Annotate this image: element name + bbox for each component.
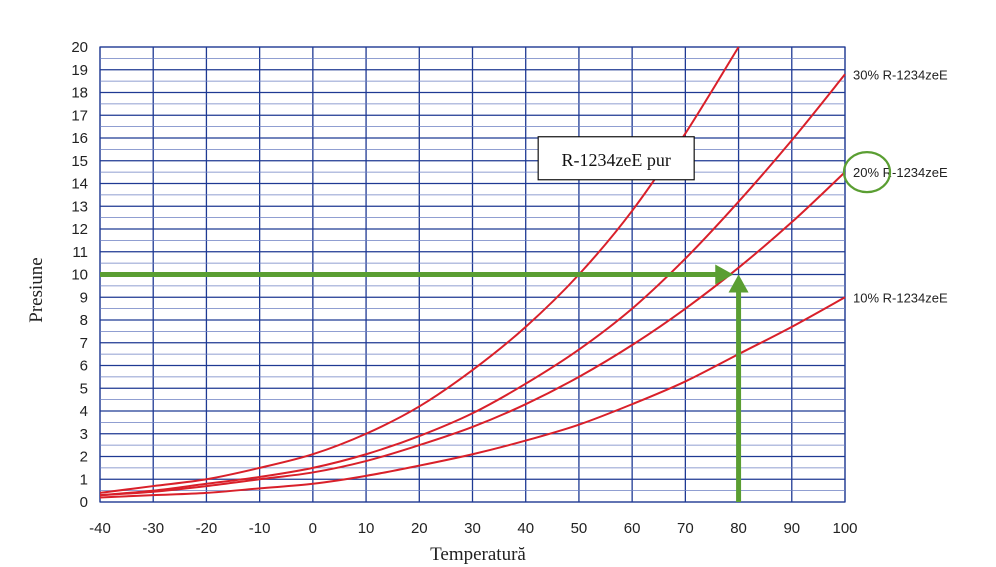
y-tick-label: 11 [72,244,88,261]
y-tick-label: 19 [71,62,88,79]
x-tick-label: -40 [89,520,111,537]
highlight-circle [842,151,892,194]
y-tick-label: 12 [71,221,88,238]
series-line [99,73,846,497]
y-tick-label: 18 [71,85,88,102]
y-tick-label: 16 [71,130,88,147]
x-tick-label: -30 [142,520,164,537]
series-label: 20% R-1234zeE [853,165,948,180]
series-labels: 30% R-1234zeE 20% R-1234zeE 10% R-1234zeE [853,67,948,305]
annotation-frame [537,136,695,181]
y-tick-label: 1 [80,471,88,488]
series-line [99,171,846,497]
y-tick-label: 7 [80,335,88,352]
y-tick-label: 17 [71,107,88,124]
x-tick-label: 40 [517,520,534,537]
x-tick-label: 30 [464,520,481,537]
x-tick-label: 70 [677,520,694,537]
x-tick-label: -10 [249,520,271,537]
y-tick-label: 4 [80,403,88,420]
y-tick-label: 5 [80,380,88,397]
highlight-overlay [100,151,892,502]
series-line [99,296,846,499]
y-tick-label: 8 [80,312,88,329]
x-tick-label: 0 [309,520,317,537]
x-tick-label: 20 [411,520,428,537]
annotation-text: R-1234zeE pur [561,150,670,170]
x-tick-label: -20 [196,520,218,537]
series-line [99,46,740,494]
x-axis-title: Temperatură [430,544,526,565]
y-tick-label: 20 [71,39,88,56]
x-tick-label: 50 [571,520,588,537]
x-tick-label: 100 [832,520,857,537]
y-tick-label: 10 [71,267,88,284]
x-tick-label: 90 [783,520,800,537]
x-tick-label: 60 [624,520,641,537]
series-lines [99,46,846,499]
annotation-box: R-1234zeE pur [537,136,695,181]
grid [99,46,846,503]
horizontal-arrow-head [715,264,734,285]
x-tick-label: 80 [730,520,747,537]
y-tick-label: 9 [80,289,88,306]
x-tick-labels: -40 -30 -20 -10 0 10 20 30 40 50 60 70 80 90 100 [89,520,857,537]
y-tick-label: 13 [71,198,88,215]
x-tick-label: 10 [358,520,375,537]
annotations: R-1234zeE pur [537,136,695,181]
y-tick-label: 3 [80,426,88,443]
vertical-arrow-head [728,274,749,293]
y-tick-label: 14 [71,176,88,193]
series-label: 10% R-1234zeE [853,290,948,305]
y-axis-title: Presiune [26,257,47,322]
y-tick-label: 0 [80,494,88,511]
series-label: 30% R-1234zeE [853,67,948,82]
y-tick-label: 6 [80,358,88,375]
y-tick-label: 15 [71,153,88,170]
y-tick-label: 2 [80,449,88,466]
